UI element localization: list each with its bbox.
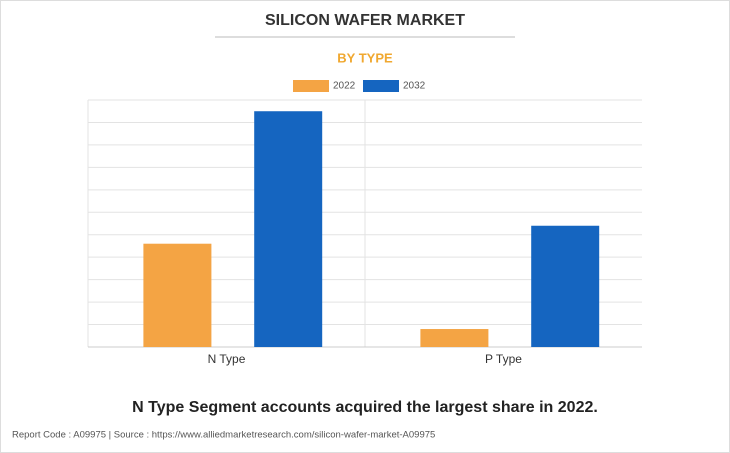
legend-swatch — [293, 80, 329, 92]
bar — [254, 111, 323, 348]
bar — [531, 225, 600, 347]
chart-title: SILICON WAFER MARKET — [265, 12, 465, 29]
x-tick-label: P Type — [485, 352, 522, 366]
footer: Report Code : A09975 | Source : https://… — [12, 430, 435, 441]
legend-swatch — [363, 80, 399, 92]
x-tick-label: N Type — [208, 352, 246, 366]
legend-label: 2022 — [333, 81, 356, 92]
bar — [143, 243, 212, 347]
chart-subtitle: BY TYPE — [337, 50, 393, 65]
bar — [420, 329, 489, 347]
caption: N Type Segment accounts acquired the lar… — [132, 399, 598, 416]
legend-label: 2032 — [403, 81, 426, 92]
